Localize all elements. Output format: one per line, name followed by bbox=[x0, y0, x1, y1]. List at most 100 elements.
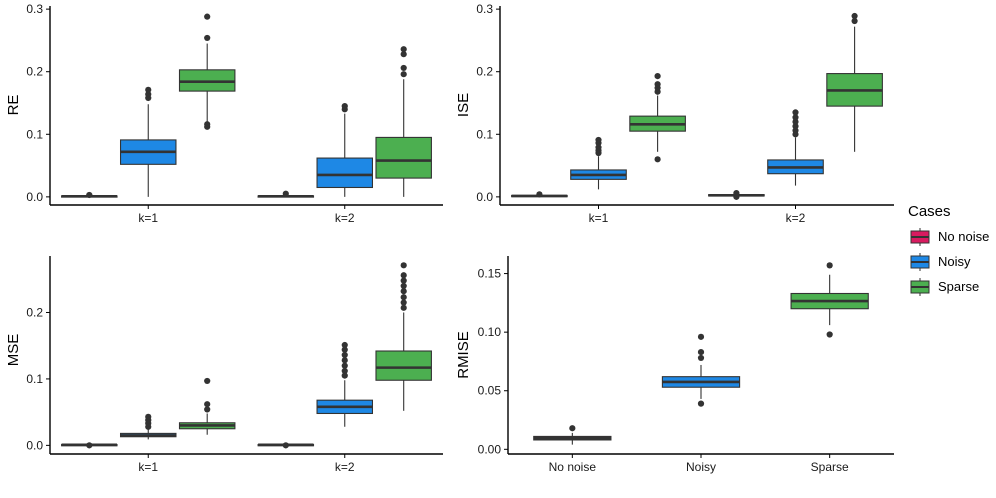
box-no-noise-k-2 bbox=[257, 442, 315, 449]
y-tick-label: 0.05 bbox=[478, 384, 502, 398]
iqr-box bbox=[316, 157, 374, 189]
outlier-point bbox=[697, 354, 705, 362]
outlier-point bbox=[341, 367, 348, 375]
outlier-point bbox=[400, 64, 407, 72]
outlier-point bbox=[654, 81, 661, 88]
box-no-noise-k-2 bbox=[708, 190, 765, 200]
box-sparse-k-2 bbox=[375, 262, 432, 411]
x-tick-label: No noise bbox=[549, 460, 597, 474]
iqr-box bbox=[375, 350, 432, 381]
box-sparse-k-2 bbox=[375, 46, 432, 197]
outlier-point bbox=[792, 109, 799, 116]
outlier-point bbox=[204, 13, 211, 20]
x-tick-label: k=2 bbox=[335, 460, 355, 474]
outlier-point bbox=[851, 12, 858, 20]
outlier-point bbox=[400, 272, 407, 279]
outlier-point bbox=[341, 103, 348, 110]
legend-item-sparse: Sparse bbox=[910, 278, 979, 296]
outlier-point bbox=[341, 351, 348, 359]
x-tick-label: k=2 bbox=[335, 211, 355, 225]
x-tick-label: Sparse bbox=[811, 460, 849, 474]
box-no-noise-no-noise bbox=[533, 425, 612, 445]
outlier-point bbox=[792, 114, 799, 121]
x-tick-label: k=1 bbox=[138, 211, 158, 225]
outlier-point bbox=[341, 362, 348, 369]
y-tick-label: 0.2 bbox=[476, 65, 493, 79]
x-tick-label: k=2 bbox=[786, 211, 806, 225]
box-sparse-sparse bbox=[790, 262, 869, 338]
outlier-point bbox=[400, 282, 407, 289]
outlier-point bbox=[204, 406, 211, 413]
outlier-point bbox=[400, 46, 407, 53]
outlier-point bbox=[204, 121, 211, 128]
outlier-point bbox=[697, 333, 705, 340]
y-tick-label: 0.2 bbox=[26, 305, 43, 319]
outlier-point bbox=[400, 71, 407, 78]
outlier-point bbox=[341, 341, 348, 349]
x-tick-label: k=1 bbox=[138, 460, 158, 474]
box-no-noise-k-1 bbox=[61, 191, 118, 199]
outlier-point bbox=[204, 377, 211, 385]
outlier-point bbox=[400, 288, 407, 295]
box-noisy-k-1 bbox=[119, 86, 177, 197]
iqr-box bbox=[375, 136, 432, 179]
panel-mse: 0.0 0.1 0.2 k=1 k=2 MSE bbox=[5, 256, 443, 474]
outlier-point bbox=[282, 190, 289, 197]
y-tick-label: 0.1 bbox=[26, 127, 43, 141]
y-tick-label: 0.00 bbox=[478, 442, 502, 456]
outlier-point bbox=[145, 91, 152, 98]
outlier-point bbox=[654, 156, 661, 163]
outlier-point bbox=[400, 304, 407, 311]
box-noisy-k-1 bbox=[570, 136, 627, 190]
outlier-point bbox=[400, 299, 407, 306]
box-sparse-k-1 bbox=[178, 377, 236, 435]
y-axis-title: RMISE bbox=[455, 331, 472, 379]
outlier-point bbox=[697, 400, 705, 407]
outlier-point bbox=[826, 331, 833, 338]
outlier-point bbox=[536, 191, 543, 198]
y-tick-label: 0.0 bbox=[26, 190, 43, 204]
panel-re: 0.0 0.1 0.2 0.3 k=1 k=2 RE bbox=[5, 2, 443, 225]
legend-label: No noise bbox=[938, 229, 989, 244]
outlier-point bbox=[595, 136, 602, 144]
outlier-point bbox=[826, 262, 833, 269]
box-noisy-noisy bbox=[661, 333, 741, 407]
outlier-point bbox=[400, 262, 407, 269]
box-noisy-k-2 bbox=[316, 341, 374, 427]
outlier-point bbox=[595, 144, 602, 151]
outlier-point bbox=[341, 372, 348, 379]
outlier-point bbox=[86, 191, 93, 199]
legend-label: Sparse bbox=[938, 279, 979, 294]
outlier-point bbox=[654, 72, 661, 80]
outlier-point bbox=[733, 190, 740, 197]
outlier-point bbox=[792, 123, 799, 130]
x-tick-label: Noisy bbox=[686, 460, 716, 474]
y-tick-label: 0.10 bbox=[478, 325, 502, 339]
y-axis-title: MSE bbox=[5, 334, 22, 367]
outlier-point bbox=[86, 442, 93, 449]
legend: Cases No noise Noisy Sparse bbox=[908, 203, 989, 296]
y-tick-label: 0.0 bbox=[476, 190, 493, 204]
panel-rmise: 0.00 0.05 0.10 0.15 No noise Noisy Sparse RMISE bbox=[455, 256, 894, 474]
outlier-point bbox=[400, 277, 407, 284]
outlier-point bbox=[282, 442, 289, 449]
y-tick-label: 0.1 bbox=[476, 127, 493, 141]
legend-title: Cases bbox=[908, 203, 951, 220]
legend-item-noisy: Noisy bbox=[910, 253, 971, 271]
panel-ise: 0.0 0.1 0.2 0.3 k=1 k=2 ISE bbox=[455, 2, 894, 225]
box-sparse-k-2 bbox=[826, 12, 883, 152]
outlier-point bbox=[400, 51, 407, 58]
y-tick-label: 0.2 bbox=[26, 65, 43, 79]
y-tick-label: 0.3 bbox=[26, 2, 43, 16]
outlier-point bbox=[569, 425, 576, 432]
outlier-point bbox=[145, 413, 152, 420]
outlier-point bbox=[204, 401, 211, 408]
x-tick-label: k=1 bbox=[589, 211, 609, 225]
outlier-point bbox=[851, 17, 858, 25]
outlier-point bbox=[400, 294, 407, 301]
box-no-noise-k-1 bbox=[61, 442, 118, 449]
y-axis-title: ISE bbox=[455, 93, 472, 117]
outlier-point bbox=[341, 346, 348, 353]
outlier-point bbox=[697, 348, 705, 356]
